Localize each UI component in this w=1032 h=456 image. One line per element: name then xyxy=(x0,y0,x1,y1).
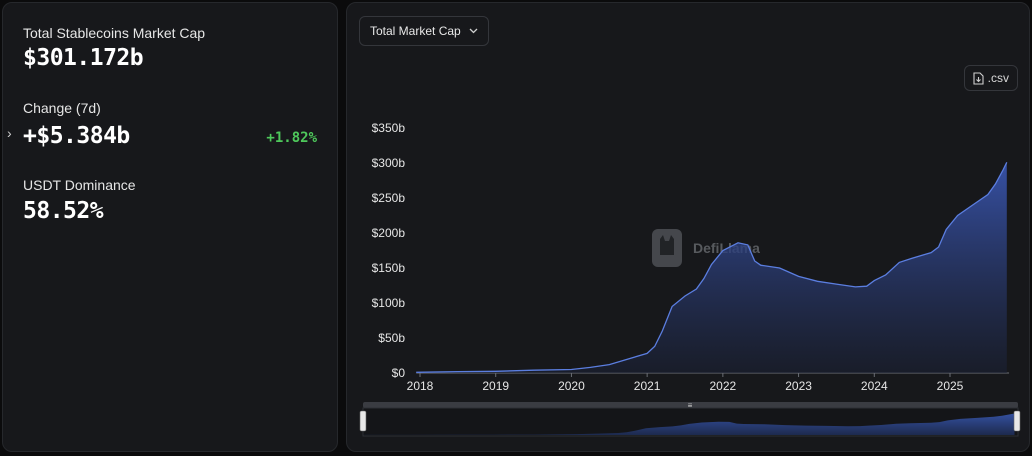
csv-download-button[interactable]: .csv xyxy=(963,65,1018,91)
x-tick-label: 2025 xyxy=(937,379,964,393)
y-tick-label: $50b xyxy=(378,331,405,345)
brush-navigator[interactable]: ≡ xyxy=(359,401,1021,437)
x-tick-label: 2022 xyxy=(710,379,737,393)
x-tick-label: 2019 xyxy=(482,379,509,393)
area-fill xyxy=(416,162,1007,373)
brush-area xyxy=(364,413,1015,435)
brush-scroll-bar[interactable] xyxy=(363,402,1018,408)
y-tick-label: $350b xyxy=(372,121,406,135)
drag-handle-icon[interactable]: ≡ xyxy=(688,401,693,410)
y-tick-label: $0 xyxy=(392,366,406,380)
chevron-right-icon[interactable]: › xyxy=(7,125,12,141)
market-cap-label: Total Stablecoins Market Cap xyxy=(23,25,206,41)
brush-left-handle[interactable] xyxy=(359,410,367,432)
y-tick-label: $100b xyxy=(372,296,406,310)
y-tick-label: $150b xyxy=(372,261,406,275)
y-tick-label: $300b xyxy=(372,156,406,170)
chart-panel: Total Market Cap .csv $0 $50b $100b $150b $2… xyxy=(346,2,1030,452)
x-tick-label: 2020 xyxy=(558,379,585,393)
y-axis: $0 $50b $100b $150b $200b $250b $300b $350b xyxy=(372,121,406,380)
x-tick-label: 2024 xyxy=(861,379,888,393)
dominance-label: USDT Dominance xyxy=(23,177,136,193)
metric-select[interactable]: Total Market Cap xyxy=(359,16,489,46)
change-percent: +1.82% xyxy=(266,130,317,146)
stats-panel: Total Stablecoins Market Cap $301.172b C… xyxy=(2,2,338,452)
y-tick-label: $250b xyxy=(372,191,406,205)
file-download-icon xyxy=(973,71,984,85)
x-axis: 2018 2019 2020 2021 2022 2023 2024 2025 xyxy=(407,372,1010,393)
change-label: Change (7d) xyxy=(23,100,101,116)
brush-right-handle[interactable] xyxy=(1013,410,1021,432)
dominance-value: 58.52% xyxy=(23,198,104,224)
x-tick-label: 2018 xyxy=(407,379,434,393)
y-tick-label: $200b xyxy=(372,226,406,240)
change-value: +$5.384b xyxy=(23,123,130,149)
market-cap-value: $301.172b xyxy=(23,45,144,71)
metric-select-label: Total Market Cap xyxy=(370,24,461,38)
x-tick-label: 2021 xyxy=(634,379,661,393)
series-line xyxy=(416,162,1008,373)
market-cap-chart: $0 $50b $100b $150b $200b $250b $300b $350b 201… xyxy=(359,121,1021,437)
csv-label: .csv xyxy=(987,71,1009,85)
chevron-down-icon xyxy=(469,28,478,34)
x-tick-label: 2023 xyxy=(785,379,812,393)
